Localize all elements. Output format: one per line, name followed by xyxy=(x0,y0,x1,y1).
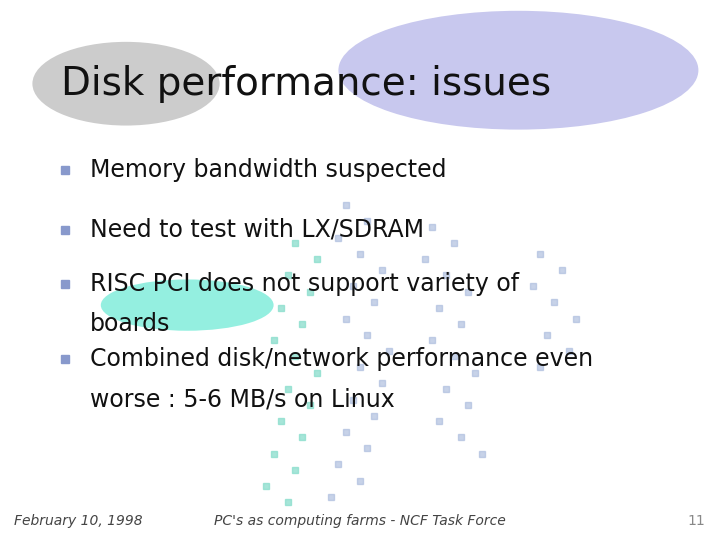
Text: worse : 5-6 MB/s on Linux: worse : 5-6 MB/s on Linux xyxy=(90,388,395,411)
Text: Disk performance: issues: Disk performance: issues xyxy=(61,65,552,103)
Text: RISC PCI does not support variety of: RISC PCI does not support variety of xyxy=(90,272,519,295)
Text: Need to test with LX/SDRAM: Need to test with LX/SDRAM xyxy=(90,218,424,241)
Text: boards: boards xyxy=(90,312,171,336)
Text: 11: 11 xyxy=(688,514,706,528)
Ellipse shape xyxy=(101,280,274,330)
Text: PC's as computing farms - NCF Task Force: PC's as computing farms - NCF Task Force xyxy=(214,514,506,528)
Text: Memory bandwidth suspected: Memory bandwidth suspected xyxy=(90,158,446,182)
Text: February 10, 1998: February 10, 1998 xyxy=(14,514,143,528)
Ellipse shape xyxy=(338,11,698,130)
Text: Combined disk/network performance even: Combined disk/network performance even xyxy=(90,347,593,371)
Ellipse shape xyxy=(32,42,220,126)
